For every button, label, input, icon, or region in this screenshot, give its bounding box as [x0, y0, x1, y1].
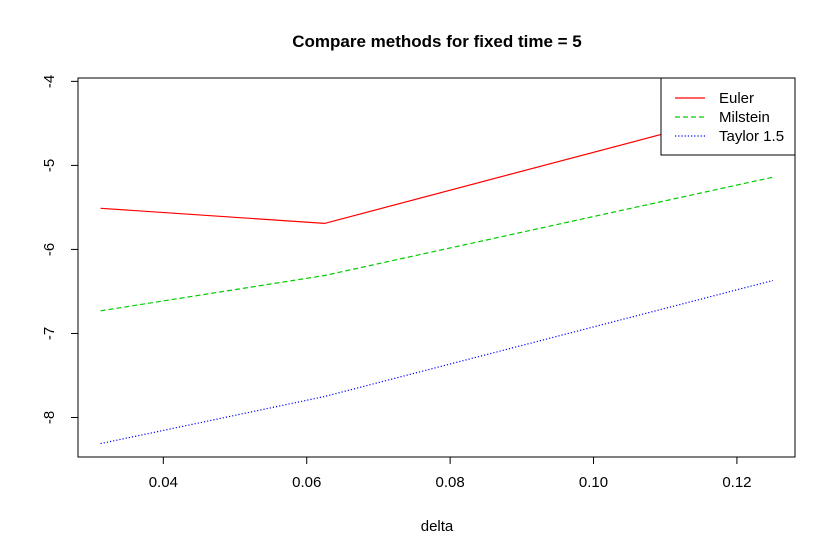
x-axis-label: delta: [421, 518, 454, 535]
y-tick-label: -7: [41, 327, 58, 340]
x-tick-label: 0.10: [579, 474, 608, 491]
plot-lines: [100, 104, 773, 445]
x-tick-label: 0.06: [292, 474, 321, 491]
chart-title: Compare methods for fixed time = 5: [292, 32, 582, 51]
y-tick-label: -8: [41, 411, 58, 424]
x-tick-label: 0.04: [149, 474, 178, 491]
series-line-1: [100, 104, 773, 225]
legend-label: Milstein: [719, 109, 770, 126]
y-tick-label: -6: [41, 243, 58, 256]
legend-label: Euler: [719, 90, 754, 107]
legend: Euler Milstein Taylor 1.5: [660, 77, 796, 156]
series-line-3: [100, 279, 773, 445]
y-tick-label: -5: [41, 159, 58, 172]
x-tick-label: 0.12: [722, 474, 751, 491]
legend-label: Taylor 1.5: [719, 128, 784, 145]
series-line-2: [100, 176, 773, 312]
y-axis: -8 -7 -6 -5 -4: [41, 75, 79, 424]
x-axis: 0.04 0.06 0.08 0.10 0.12: [149, 456, 752, 491]
y-tick-label: -4: [41, 75, 58, 88]
x-tick-label: 0.08: [436, 474, 465, 491]
